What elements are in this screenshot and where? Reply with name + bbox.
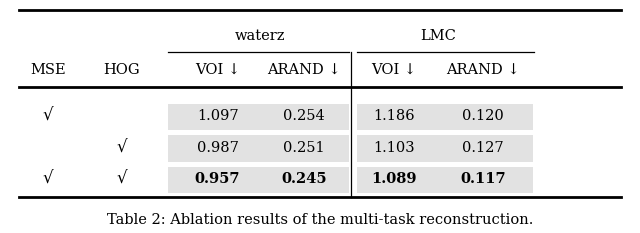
Text: √: √ [43, 171, 53, 188]
Text: 0.127: 0.127 [462, 141, 504, 155]
Text: waterz: waterz [236, 29, 285, 43]
Text: √: √ [116, 171, 127, 188]
Text: 1.186: 1.186 [372, 110, 415, 123]
Text: MSE: MSE [30, 63, 66, 77]
Text: LMC: LMC [420, 29, 456, 43]
Text: √: √ [116, 140, 127, 156]
Text: VOI ↓: VOI ↓ [195, 63, 240, 77]
Text: ARAND ↓: ARAND ↓ [267, 63, 341, 77]
Text: 1.103: 1.103 [372, 141, 415, 155]
FancyBboxPatch shape [357, 135, 533, 162]
FancyBboxPatch shape [357, 167, 533, 193]
Text: 1.097: 1.097 [196, 110, 239, 123]
FancyBboxPatch shape [357, 104, 533, 130]
FancyBboxPatch shape [168, 135, 349, 162]
FancyBboxPatch shape [168, 167, 349, 193]
Text: VOI ↓: VOI ↓ [371, 63, 416, 77]
Text: HOG: HOG [103, 63, 140, 77]
Text: 0.987: 0.987 [196, 141, 239, 155]
Text: √: √ [43, 108, 53, 125]
Text: 0.957: 0.957 [195, 172, 241, 186]
Text: 0.245: 0.245 [281, 172, 327, 186]
Text: Table 2: Ablation results of the multi-task reconstruction.: Table 2: Ablation results of the multi-t… [107, 213, 533, 227]
Text: 0.251: 0.251 [283, 141, 325, 155]
Text: 0.120: 0.120 [462, 110, 504, 123]
Text: ARAND ↓: ARAND ↓ [446, 63, 520, 77]
Text: 0.117: 0.117 [460, 172, 506, 186]
FancyBboxPatch shape [168, 104, 349, 130]
Text: 1.089: 1.089 [371, 172, 417, 186]
Text: 0.254: 0.254 [283, 110, 325, 123]
